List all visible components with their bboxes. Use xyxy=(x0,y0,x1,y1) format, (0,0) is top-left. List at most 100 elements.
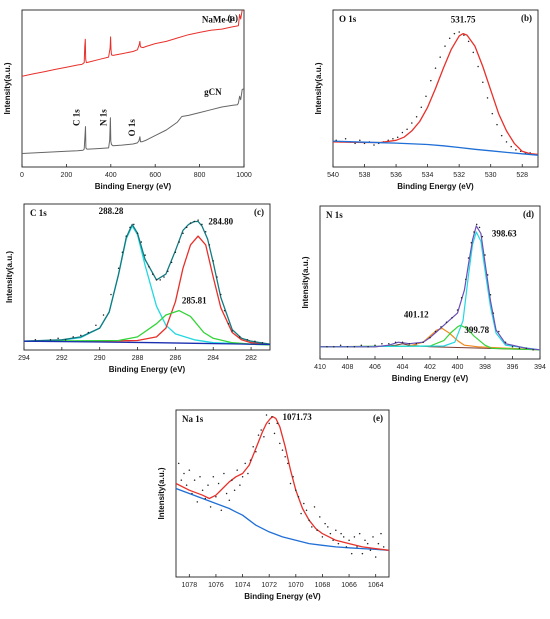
data-point xyxy=(448,37,451,40)
data-point xyxy=(491,112,494,115)
series-line-envelope xyxy=(24,220,270,345)
y-axis-label: Intensity(a.u.) xyxy=(3,62,12,114)
data-point xyxy=(458,31,460,33)
data-point xyxy=(439,56,441,58)
x-tick-label: 288 xyxy=(132,355,144,362)
data-point xyxy=(429,336,431,339)
x-tick-label: 800 xyxy=(194,172,206,179)
series-line-285-81-component xyxy=(24,309,270,346)
x-tick-label: 290 xyxy=(94,355,106,362)
data-point xyxy=(444,45,446,47)
data-point xyxy=(260,429,262,431)
data-point xyxy=(273,432,276,435)
data-point xyxy=(261,341,264,344)
data-point xyxy=(34,339,37,341)
data-point xyxy=(228,499,231,501)
x-tick-label: 200 xyxy=(61,172,73,179)
x-tick-label: 286 xyxy=(170,355,182,362)
data-point xyxy=(445,321,448,324)
data-point xyxy=(297,496,300,498)
data-point xyxy=(467,40,470,43)
data-point xyxy=(223,472,225,475)
annotation-401-12: 401.12 xyxy=(404,310,429,320)
data-point xyxy=(249,459,252,461)
data-point xyxy=(465,278,467,281)
data-point xyxy=(208,244,211,246)
x-tick-label: 528 xyxy=(516,172,528,179)
data-point xyxy=(380,532,382,535)
annotation-398-63: 398.63 xyxy=(492,229,517,239)
data-point xyxy=(247,472,249,475)
panel-label: (b) xyxy=(521,13,532,23)
data-point xyxy=(482,81,484,83)
panel-label: (a) xyxy=(228,13,239,23)
data-point xyxy=(268,422,270,425)
data-point xyxy=(342,536,345,538)
x-tick-label: 1068 xyxy=(315,582,331,589)
panel-title: O 1s xyxy=(339,14,357,24)
data-point xyxy=(326,346,328,348)
data-point xyxy=(340,532,342,535)
series-line-fit xyxy=(333,32,538,156)
data-point xyxy=(381,342,383,345)
data-point xyxy=(207,484,209,486)
data-point xyxy=(401,341,404,343)
data-point xyxy=(382,546,385,548)
raw-data-points xyxy=(326,223,534,351)
x-tick-label: 0 xyxy=(20,172,24,179)
data-point xyxy=(57,337,59,340)
x-tick-label: 1074 xyxy=(235,582,251,589)
raw-data-points xyxy=(27,219,264,344)
data-point xyxy=(415,116,418,118)
data-point xyxy=(110,293,112,296)
series-line-288-28-component xyxy=(24,225,270,346)
data-point xyxy=(496,123,498,126)
data-point xyxy=(212,476,215,478)
annotation-c-1s: C 1s xyxy=(72,109,82,126)
data-point xyxy=(174,251,177,253)
data-point xyxy=(367,346,369,348)
data-point xyxy=(337,542,340,545)
x-axis-label: Binding Energy (eV) xyxy=(392,374,469,383)
data-point xyxy=(287,462,289,465)
data-point xyxy=(212,260,214,262)
data-point xyxy=(333,346,335,348)
data-point xyxy=(316,529,318,531)
data-point xyxy=(215,496,217,498)
data-point xyxy=(246,339,249,341)
data-point xyxy=(263,435,265,438)
data-point xyxy=(238,336,241,338)
y-axis-label: Intensity(a.u.) xyxy=(157,467,166,519)
data-point xyxy=(415,342,418,345)
data-point xyxy=(183,472,185,475)
data-point xyxy=(204,497,207,500)
data-point xyxy=(257,434,260,436)
data-point xyxy=(233,489,236,491)
data-point xyxy=(305,509,308,511)
data-point xyxy=(220,509,223,511)
data-point xyxy=(430,79,432,82)
data-point xyxy=(510,145,512,148)
panel-title: N 1s xyxy=(326,210,343,220)
data-point xyxy=(178,241,180,243)
annotation-531-75: 531.75 xyxy=(451,15,476,25)
data-point xyxy=(311,526,313,528)
data-point xyxy=(95,324,97,326)
x-tick-label: 402 xyxy=(424,364,436,371)
data-point xyxy=(217,482,220,485)
data-point xyxy=(366,542,369,545)
x-tick-label: 532 xyxy=(453,172,465,179)
data-point xyxy=(335,529,337,531)
data-point xyxy=(231,479,233,481)
data-point xyxy=(472,51,475,54)
data-point xyxy=(425,95,427,98)
data-point xyxy=(49,339,52,341)
data-point xyxy=(231,330,233,332)
x-tick-label: 400 xyxy=(452,364,464,371)
data-point xyxy=(125,235,127,237)
series-line-background xyxy=(333,140,538,156)
annotation-name-1: NaMe-1 xyxy=(202,14,233,24)
data-point xyxy=(279,442,281,445)
data-point xyxy=(392,137,394,140)
data-point xyxy=(401,131,404,134)
